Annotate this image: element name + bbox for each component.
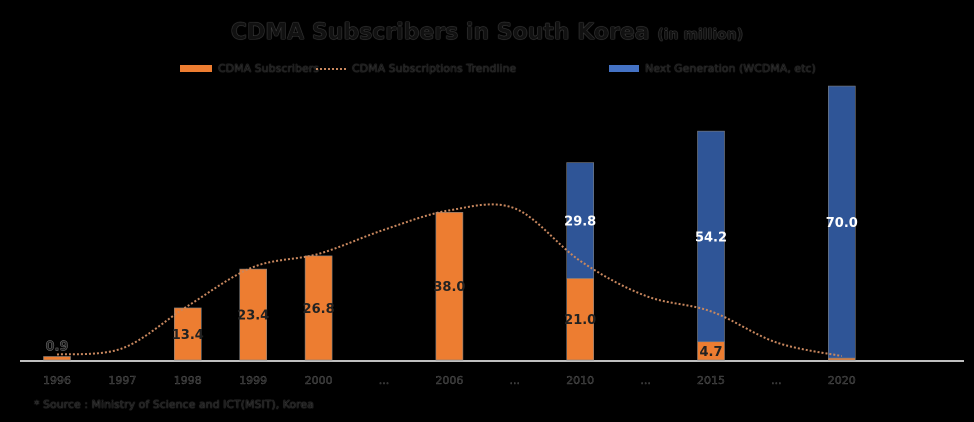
bar-next-gen <box>566 162 595 279</box>
x-tick-label: 2020 <box>828 374 856 387</box>
x-tick-label: 2010 <box>566 374 594 387</box>
legend-label-trendline: CDMA Subscriptions Trendline <box>352 62 517 75</box>
x-tick-label: 1996 <box>43 374 71 387</box>
bar-cdma <box>174 307 202 361</box>
bar-cdma <box>239 268 267 361</box>
trendline <box>56 203 843 358</box>
data-label: 29.8 <box>564 215 596 230</box>
data-label: 13.4 <box>172 328 204 343</box>
bar-cdma <box>566 278 595 361</box>
bar-cdma <box>304 255 333 361</box>
x-tick-label: 2006 <box>435 374 463 387</box>
bar-cdma <box>435 212 464 361</box>
data-label: 21.0 <box>564 313 596 328</box>
data-label: 70.0 <box>826 216 858 231</box>
x-tick-label: ... <box>771 374 782 387</box>
x-tick-label: 2015 <box>697 374 725 387</box>
legend-swatch-cdma <box>180 65 212 72</box>
data-label: 4.7 <box>699 345 722 360</box>
x-tick-label: ... <box>640 374 651 387</box>
x-tick-label: 1998 <box>174 374 202 387</box>
data-label: 26.8 <box>303 302 335 317</box>
legend-label-cdma: CDMA Subscribers <box>218 62 319 75</box>
data-label: 23.4 <box>237 309 269 324</box>
legend-swatch-trendline <box>316 67 346 70</box>
x-tick-label: ... <box>510 374 521 387</box>
legend-label-next-gen: Next Generation (WCDMA, etc) <box>645 62 816 75</box>
data-label: 54.2 <box>695 230 727 245</box>
bar-next-gen <box>697 130 725 343</box>
bar-next-gen <box>827 85 856 359</box>
x-tick-label: 1999 <box>239 374 267 387</box>
data-label: 38.0 <box>433 280 465 295</box>
bar-cdma <box>43 356 71 361</box>
legend-item-next-gen: Next Generation (WCDMA, etc) <box>609 62 816 75</box>
legend-swatch-next-gen <box>609 65 639 72</box>
chart-title: CDMA Subscribers in South Korea (in mill… <box>230 20 744 45</box>
legend-item-cdma: CDMA Subscribers <box>180 62 319 75</box>
data-label: 0.9 <box>45 340 68 355</box>
source-note: * Source : Ministry of Science and ICT(M… <box>34 398 314 411</box>
legend-item-trendline: CDMA Subscriptions Trendline <box>316 62 516 75</box>
x-tick-label: 2000 <box>305 374 333 387</box>
x-tick-label: ... <box>379 374 390 387</box>
x-tick-label: 1997 <box>108 374 136 387</box>
